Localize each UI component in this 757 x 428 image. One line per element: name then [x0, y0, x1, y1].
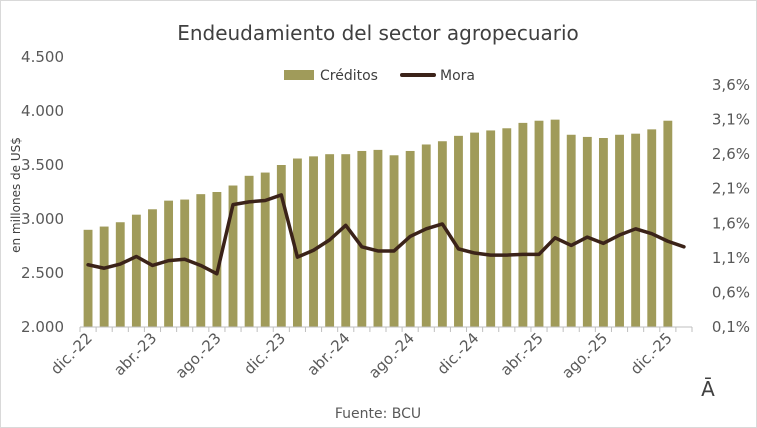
bar-creditos	[99, 226, 109, 327]
bar-creditos	[663, 120, 673, 327]
bar-creditos	[357, 150, 367, 327]
bar-creditos	[598, 138, 608, 327]
x-tick-label: ago.-24	[365, 329, 418, 382]
bar-creditos	[292, 158, 302, 327]
left-tick-label: 4.500	[21, 48, 64, 66]
bar-creditos	[405, 150, 415, 327]
chart-title: Endeudamiento del sector agropecuario	[177, 21, 579, 45]
x-tick-label: dic.-24	[433, 329, 482, 378]
right-tick-label: 2,6%	[712, 145, 750, 163]
bar-creditos	[260, 172, 270, 327]
bar-creditos	[486, 130, 496, 327]
source-note: Fuente: BCU	[335, 406, 421, 422]
x-tick-label: dic.-23	[240, 329, 289, 378]
mora-line	[86, 193, 686, 276]
x-tick-label: dic.-25	[627, 329, 676, 378]
right-tick-label: 3,6%	[712, 76, 750, 94]
right-tick-label: 0,1%	[712, 318, 750, 336]
bar-creditos	[309, 156, 318, 327]
bar-creditos	[180, 199, 190, 327]
bar-creditos	[276, 165, 286, 327]
bar-creditos	[341, 154, 351, 327]
right-tick-label: 2,1%	[712, 180, 750, 198]
x-axis-ticks: dic.-22 abr.-23 ago.-23 dic.-23 abr.-24 ago.-…	[47, 329, 676, 382]
bar-creditos	[582, 136, 592, 327]
x-tick-label: ago.-23	[172, 329, 225, 382]
bar-creditos	[437, 141, 447, 327]
bar-creditos	[534, 120, 544, 327]
bar-creditos	[131, 214, 141, 327]
bar-creditos	[148, 209, 157, 327]
axis-layer	[79, 326, 693, 332]
bar-creditos	[502, 128, 512, 327]
bars-layer	[83, 119, 673, 327]
bar-creditos	[373, 149, 383, 327]
x-tick-label: ago.-25	[558, 329, 611, 382]
right-tick-label: 1,6%	[712, 214, 750, 232]
bar-creditos	[470, 132, 480, 327]
bar-creditos	[164, 200, 174, 327]
bar-creditos	[550, 119, 560, 327]
left-tick-label: 4.000	[21, 102, 64, 120]
bar-creditos	[115, 222, 125, 327]
legend-swatch-creditos	[284, 70, 314, 80]
x-tick-label: dic.-22	[47, 329, 96, 378]
x-tick-label: abr.-24	[304, 329, 354, 379]
bar-creditos	[228, 185, 238, 327]
bar-creditos	[212, 192, 222, 327]
bar-creditos	[421, 144, 431, 327]
bar-creditos	[518, 122, 528, 327]
left-tick-label: 2.000	[21, 318, 64, 336]
left-axis-ticks: 2.000 2.500 3.000 3.500 4.000 4.500	[21, 48, 64, 336]
legend-label-mora: Mora	[440, 68, 475, 84]
right-tick-label: 1,1%	[712, 249, 750, 267]
right-axis-ticks: 0,1% 0,6% 1,1% 1,6% 2,1% 2,6% 3,1% 3,6%	[712, 76, 750, 336]
bar-creditos	[454, 135, 463, 327]
brand-logo: Ā	[701, 377, 715, 401]
bar-creditos	[83, 229, 93, 327]
bar-creditos	[566, 134, 576, 327]
x-tick-label: abr.-25	[497, 329, 547, 379]
legend: Créditos Mora	[284, 68, 475, 84]
mora-line-layer	[86, 193, 686, 276]
left-tick-label: 2.500	[21, 264, 64, 282]
right-tick-label: 3,1%	[712, 111, 750, 129]
y-axis-label: en millones de US$	[9, 137, 23, 253]
bar-creditos	[389, 155, 399, 327]
bar-creditos	[196, 194, 206, 327]
legend-label-creditos: Créditos	[320, 68, 378, 84]
x-tick-label: abr.-23	[110, 329, 160, 379]
left-tick-label: 3.000	[21, 210, 64, 228]
left-tick-label: 3.500	[21, 156, 64, 174]
bar-creditos	[615, 134, 624, 327]
bar-creditos	[647, 129, 657, 327]
right-tick-label: 0,6%	[712, 283, 750, 301]
bar-creditos	[244, 175, 254, 327]
